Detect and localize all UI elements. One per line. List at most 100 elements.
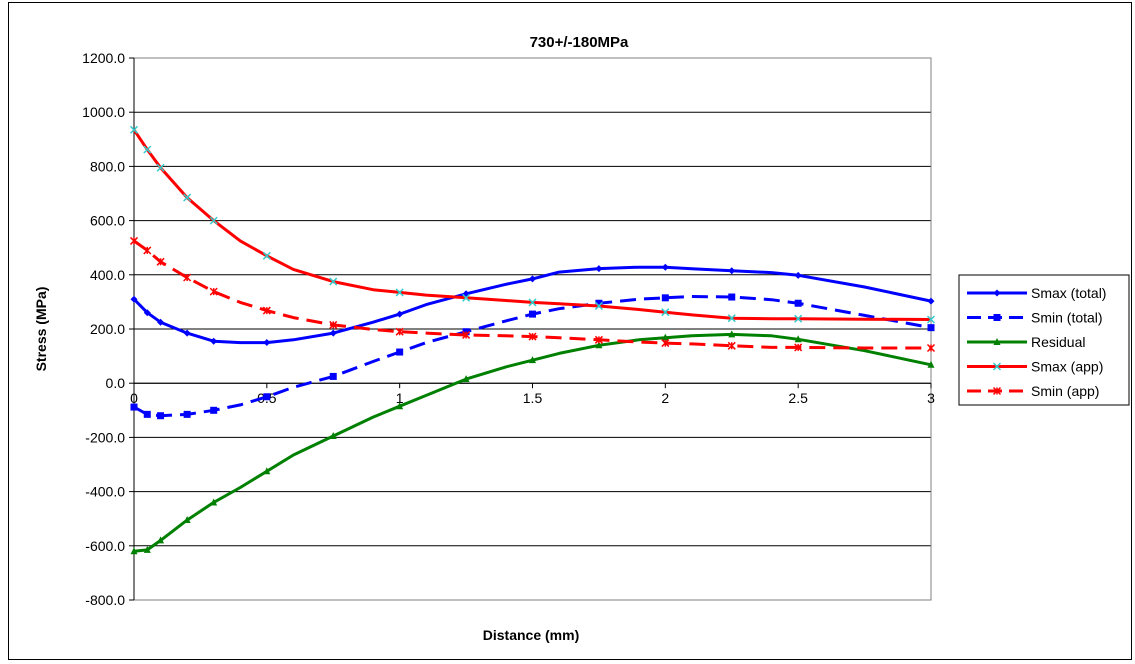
series-0 <box>130 263 935 347</box>
data-point <box>143 410 151 418</box>
line-chart: 730+/-180MPa 1200.01000.0800.0600.0400.0… <box>33 34 1130 643</box>
data-point <box>129 125 139 134</box>
y-tick-label: 1200.0 <box>82 50 125 66</box>
data-point <box>594 301 603 310</box>
data-point <box>529 275 536 283</box>
data-point <box>462 293 471 302</box>
legend-marker <box>993 338 1001 345</box>
y-tick-label: 200.0 <box>90 321 125 337</box>
data-point <box>661 263 669 271</box>
data-point <box>728 267 736 275</box>
data-point <box>794 314 803 323</box>
data-point <box>129 236 139 245</box>
data-point <box>156 163 165 172</box>
data-point <box>661 333 669 341</box>
legend-label: Smax (total) <box>1031 285 1106 301</box>
data-point <box>595 341 603 349</box>
data-point <box>927 324 935 332</box>
legend-marker <box>993 289 1001 297</box>
data-point <box>927 360 935 368</box>
data-point <box>727 314 736 323</box>
data-point <box>143 545 151 553</box>
data-point <box>528 332 537 341</box>
data-point <box>396 348 404 356</box>
data-point <box>210 498 218 506</box>
y-tick-label: 800.0 <box>90 158 125 174</box>
data-point <box>210 406 218 414</box>
y-axis-title: Stress (MPa) <box>33 287 49 372</box>
data-point <box>157 536 165 544</box>
data-point <box>462 330 471 339</box>
series-3 <box>129 125 936 324</box>
data-point <box>157 318 165 326</box>
series-line <box>133 239 931 350</box>
data-point <box>927 297 935 305</box>
data-point <box>143 309 151 317</box>
series-2 <box>130 330 935 555</box>
data-point <box>926 343 936 353</box>
x-tick-label: 1.5 <box>523 390 543 406</box>
data-point <box>728 293 736 301</box>
y-tick-label: -400.0 <box>85 484 125 500</box>
data-point <box>794 335 802 343</box>
data-point <box>395 288 404 297</box>
series-4 <box>129 236 936 353</box>
data-point <box>183 329 191 337</box>
data-point <box>183 193 192 202</box>
data-point <box>143 145 152 154</box>
x-tick-label: 1 <box>396 390 404 406</box>
data-point <box>794 299 802 307</box>
data-point <box>130 547 138 555</box>
legend-label: Smax (app) <box>1031 359 1103 375</box>
data-point <box>329 320 338 329</box>
data-point <box>263 339 271 347</box>
data-point <box>594 335 603 344</box>
data-point <box>661 339 670 348</box>
legend-label: Residual <box>1031 334 1085 350</box>
data-point <box>130 403 138 411</box>
data-point <box>462 375 470 383</box>
data-point <box>396 402 404 410</box>
x-tick-label: 0 <box>130 390 138 406</box>
data-point <box>529 356 536 364</box>
y-tick-label: -200.0 <box>85 429 125 445</box>
data-point <box>794 343 803 352</box>
data-point <box>263 393 271 401</box>
x-tick-label: 3 <box>927 390 935 406</box>
data-point <box>329 372 337 380</box>
legend-box <box>958 274 1130 406</box>
legend-marker <box>992 386 1002 396</box>
y-tick-label: 0.0 <box>106 375 126 391</box>
data-point <box>329 277 338 286</box>
x-axis-title: Distance (mm) <box>483 627 579 643</box>
chart-title: 730+/-180MPa <box>530 34 629 51</box>
chart-frame: 730+/-180MPa 1200.0 1000.0 800.0 600.0 400.0… <box>8 2 1132 660</box>
data-point <box>183 516 191 524</box>
axes: 1200.0 1000.0 800.0 600.0 400.0 200.0 0.0 -200.… <box>82 50 935 608</box>
y-tick-label: 1000.0 <box>82 104 125 120</box>
data-point <box>156 257 165 266</box>
series-line <box>133 332 932 553</box>
data-point <box>329 432 337 440</box>
data-point <box>595 299 603 307</box>
x-tick-label: 2.5 <box>788 390 808 406</box>
data-point <box>661 294 669 302</box>
data-point <box>926 315 936 324</box>
legend-marker <box>993 314 1001 321</box>
legend-entry: Residual <box>967 334 1085 350</box>
y-tick-label: 600.0 <box>90 213 125 229</box>
data-point <box>727 341 736 350</box>
data-point <box>209 287 218 296</box>
data-point <box>661 308 670 317</box>
data-point <box>595 265 603 273</box>
data-point <box>210 337 218 345</box>
legend-entry: Smax (app) <box>967 359 1103 375</box>
data-point <box>143 246 152 255</box>
data-point <box>528 298 537 307</box>
y-tick-label: -800.0 <box>85 592 125 608</box>
data-point <box>395 327 404 336</box>
legend-entry: Smin (app) <box>967 383 1099 399</box>
data-point <box>529 310 536 318</box>
data-point <box>728 330 736 338</box>
data-point <box>262 306 271 315</box>
